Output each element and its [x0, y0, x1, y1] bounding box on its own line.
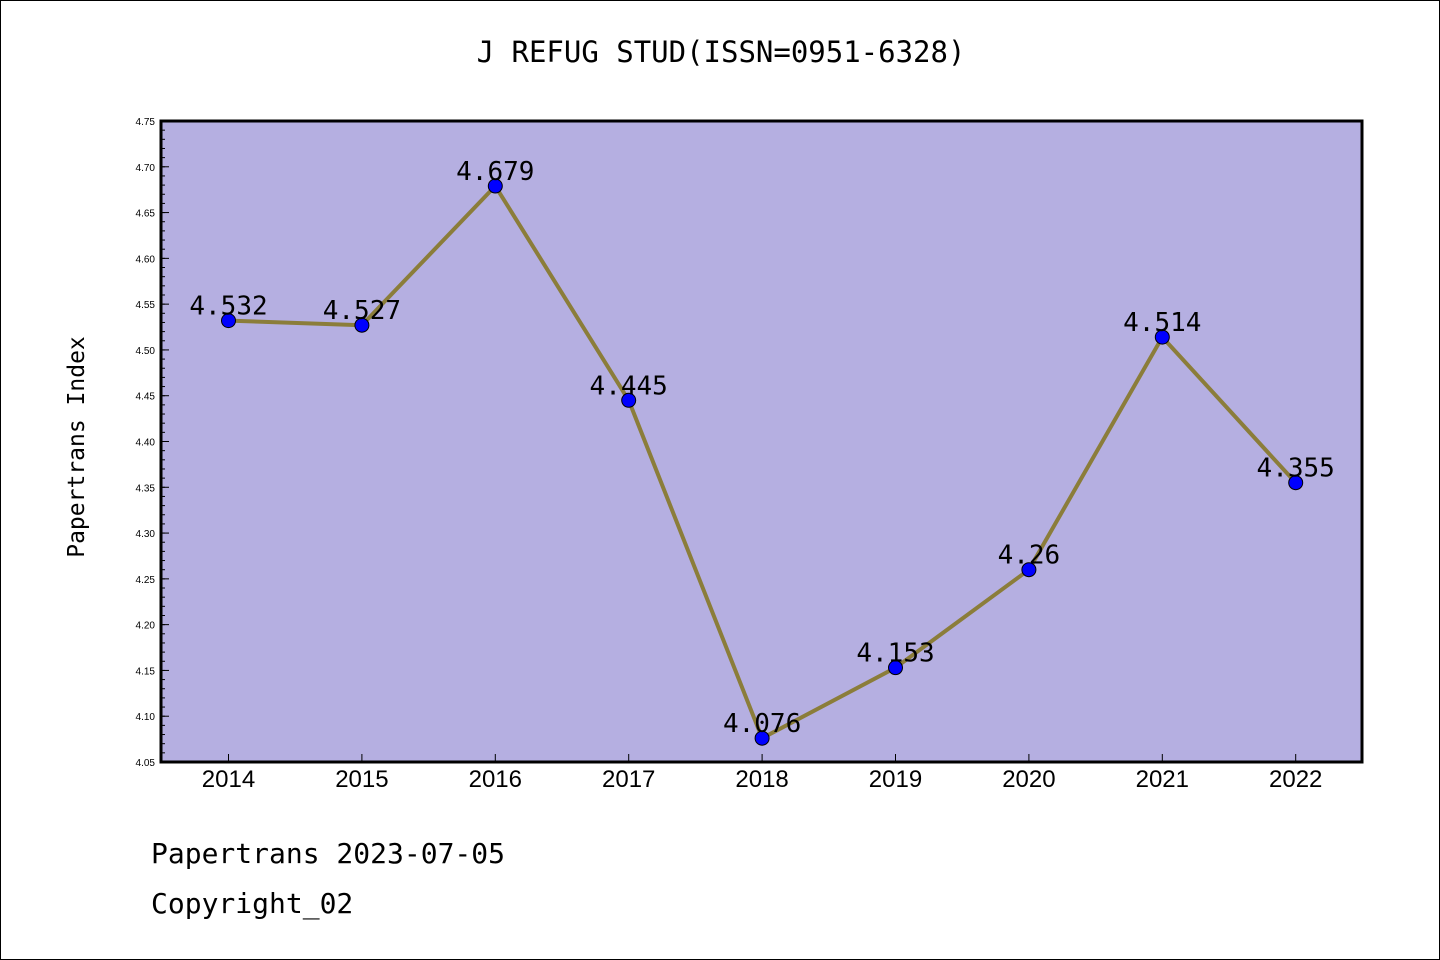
- x-tick-label: 2022: [1269, 766, 1322, 793]
- data-point: [621, 392, 637, 408]
- y-tick-label: 4.20: [136, 621, 156, 632]
- data-label: 4.514: [1123, 308, 1201, 338]
- data-label: 4.26: [998, 541, 1061, 571]
- data-point: [1154, 329, 1170, 345]
- y-tick-label: 4.65: [136, 209, 156, 220]
- y-tick-label: 4.25: [136, 575, 156, 586]
- data-label: 4.679: [456, 157, 534, 187]
- data-label: 4.153: [856, 639, 934, 669]
- footer-copyright: Copyright_02: [151, 887, 354, 920]
- data-label: 4.445: [590, 371, 668, 401]
- x-tick-label: 2021: [1136, 766, 1189, 793]
- x-tick-label: 2020: [1002, 766, 1055, 793]
- x-tick-label: 2018: [735, 766, 788, 793]
- x-tick-label: 2015: [335, 766, 388, 793]
- y-tick-label: 4.05: [136, 758, 156, 769]
- x-tick-label: 2017: [602, 766, 655, 793]
- data-label: 4.076: [723, 709, 801, 739]
- y-tick-label: 4.70: [136, 163, 156, 174]
- data-point: [354, 317, 370, 333]
- x-tick-label: 2019: [869, 766, 922, 793]
- plot-area: [161, 121, 1362, 762]
- data-point: [487, 178, 503, 194]
- x-tick-label: 2016: [469, 766, 522, 793]
- y-tick-label: 4.35: [136, 483, 156, 494]
- data-point: [1021, 562, 1037, 578]
- y-tick-label: 4.10: [136, 712, 156, 723]
- y-tick-label: 4.45: [136, 392, 156, 403]
- plot-frame: [159, 119, 1364, 764]
- y-tick-label: 4.15: [136, 666, 156, 677]
- x-tick-label: 2014: [202, 766, 255, 793]
- data-point: [754, 730, 770, 746]
- data-point: [221, 313, 236, 329]
- y-tick-label: 4.50: [136, 346, 156, 357]
- y-tick-label: 4.55: [136, 300, 156, 311]
- y-tick-label: 4.75: [136, 117, 156, 128]
- data-point: [888, 660, 903, 676]
- data-label: 4.527: [323, 296, 401, 326]
- data-point: [1288, 475, 1304, 491]
- data-label: 4.532: [189, 292, 267, 322]
- y-tick-label: 4.40: [136, 438, 156, 449]
- data-label: 4.355: [1257, 454, 1335, 484]
- y-tick-label: 4.30: [136, 529, 156, 540]
- y-tick-label: 4.60: [136, 254, 156, 265]
- chart-title: J REFUG STUD(ISSN=0951-6328): [476, 35, 966, 69]
- footer-date: Papertrans 2023-07-05: [151, 837, 506, 870]
